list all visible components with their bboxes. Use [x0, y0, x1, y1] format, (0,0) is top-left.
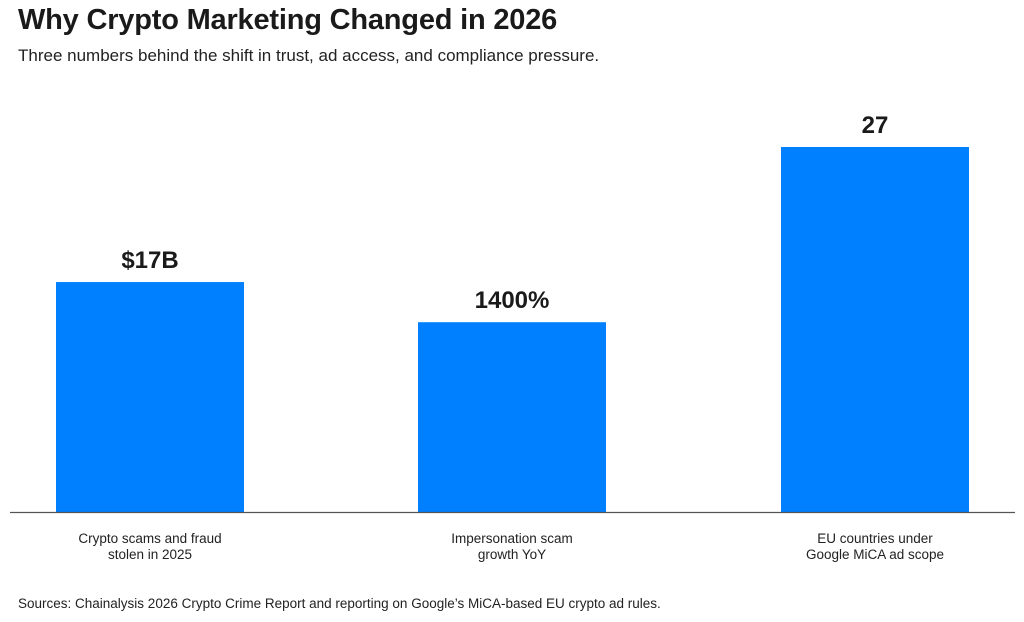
value-label-1: $17B	[121, 247, 178, 274]
category-label-1-line-1: Crypto scams and fraud	[78, 531, 221, 546]
category-label-3-line-2: Google MiCA ad scope	[806, 547, 944, 562]
category-label-3-line-1: EU countries under	[817, 531, 933, 546]
category-label-1-line-2: stolen in 2025	[108, 547, 192, 562]
chart-subtitle: Three numbers behind the shift in trust,…	[18, 46, 600, 65]
bar-2	[418, 322, 606, 512]
category-label-2-line-1: Impersonation scam	[451, 531, 573, 546]
category-label-2-line-2: growth YoY	[478, 547, 546, 562]
value-label-3: 27	[862, 112, 889, 139]
bar-3	[781, 147, 969, 512]
value-label-2: 1400%	[475, 287, 550, 314]
bar-1	[56, 282, 244, 512]
chart-source-note: Sources: Chainalysis 2026 Crypto Crime R…	[18, 596, 661, 611]
chart-title: Why Crypto Marketing Changed in 2026	[18, 4, 558, 36]
